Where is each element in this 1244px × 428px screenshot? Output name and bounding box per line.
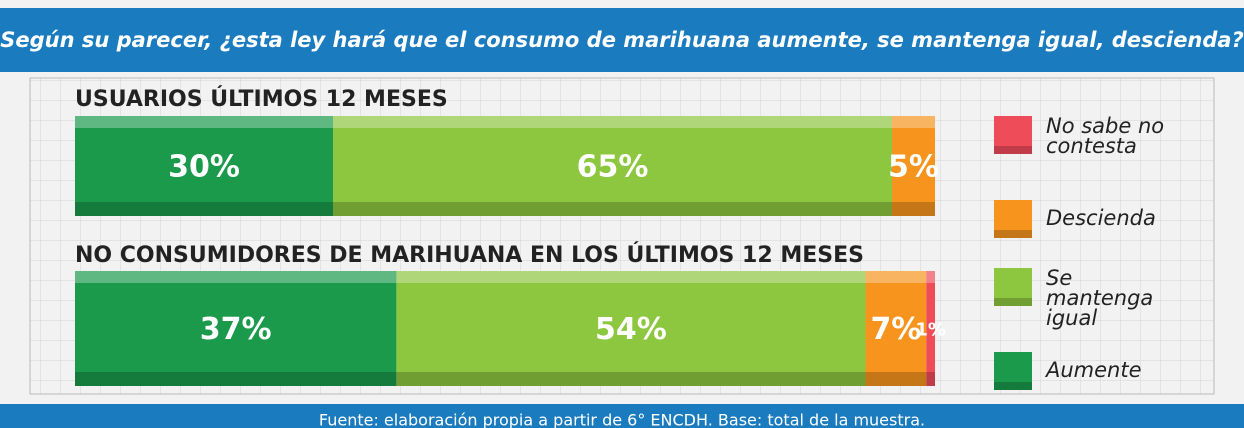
bar-highlight (865, 271, 927, 283)
chart-title: Según su parecer, ¿esta ley hará que el … (0, 28, 1244, 52)
value-label: 5% (888, 150, 939, 185)
bar-segment (75, 271, 397, 386)
legend-swatch-shadow (994, 382, 1032, 390)
panel-border (29, 77, 1215, 395)
legend-swatch (994, 200, 1032, 238)
bar-shadow (865, 372, 927, 386)
row-label: NO CONSUMIDORES DE MARIHUANA EN LOS ÚLTI… (75, 242, 864, 268)
value-label: 37% (200, 312, 272, 347)
bar-highlight (396, 271, 866, 283)
legend-label: Descienda (1046, 206, 1156, 230)
legend-label: Se mantenga igual (1046, 266, 1154, 330)
bar-shadow (396, 372, 866, 386)
legend-swatch (994, 268, 1032, 306)
bar-highlight (926, 271, 935, 283)
value-label: 1% (915, 320, 946, 341)
bar-shadow (75, 372, 397, 386)
footer-bar (0, 404, 1244, 428)
legend-swatch-shadow (994, 230, 1032, 238)
value-label: 30% (168, 150, 240, 185)
bar-segment (892, 116, 935, 216)
value-label: 65% (577, 150, 649, 185)
legend-swatch (994, 352, 1032, 390)
legend-swatch-shadow (994, 298, 1032, 306)
bar-highlight (333, 116, 892, 128)
source: Fuente: elaboración propia a partir de 6… (319, 411, 925, 428)
legend-label: No sabe no contesta (1046, 114, 1165, 158)
bar-segment (75, 116, 333, 216)
bar-shadow (892, 202, 935, 216)
legend-label: Aumente (1046, 358, 1142, 382)
row-label: USUARIOS ÚLTIMOS 12 MESES (75, 86, 448, 112)
legend-swatch-shadow (994, 146, 1032, 154)
bar-highlight (75, 271, 397, 283)
bar-shadow (926, 372, 935, 386)
legend-swatch (994, 116, 1032, 154)
value-label: 7% (870, 312, 921, 347)
bar-segment (333, 116, 892, 216)
bar-highlight (892, 116, 935, 128)
bar-shadow (333, 202, 892, 216)
bar-shadow (75, 202, 333, 216)
bar-segment (396, 271, 866, 386)
value-label: 54% (595, 312, 667, 347)
bar-segment (926, 271, 935, 386)
bar-highlight (75, 116, 333, 128)
bar-segment (865, 271, 927, 386)
title-bar (0, 8, 1244, 72)
